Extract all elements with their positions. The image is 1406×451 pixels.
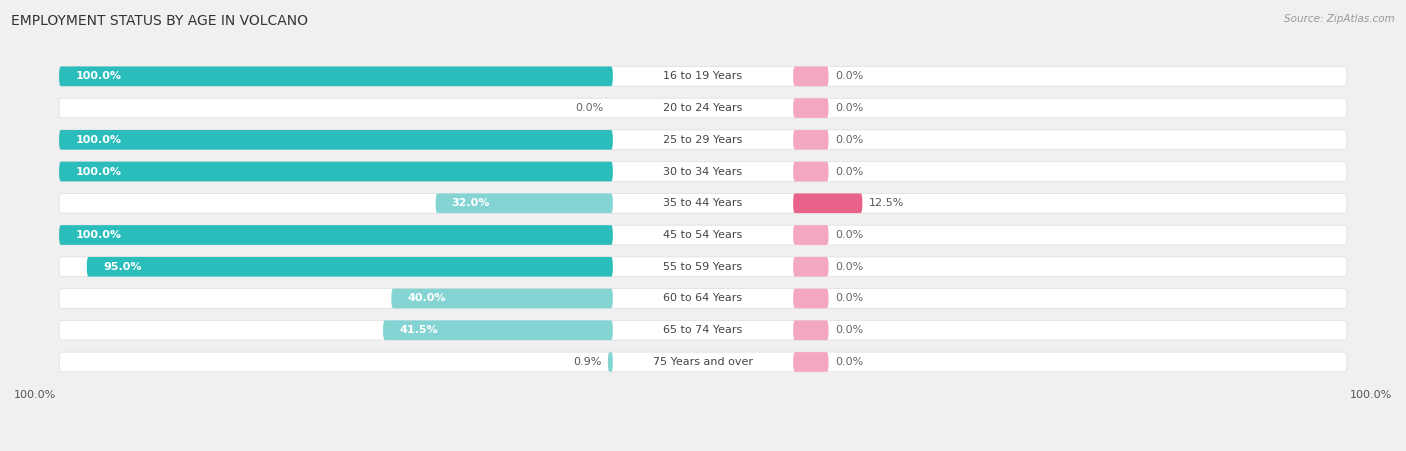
Text: 25 to 29 Years: 25 to 29 Years — [664, 135, 742, 145]
Text: 100.0%: 100.0% — [1350, 390, 1392, 400]
Text: 0.0%: 0.0% — [835, 325, 863, 335]
Text: 55 to 59 Years: 55 to 59 Years — [664, 262, 742, 272]
FancyBboxPatch shape — [59, 66, 613, 86]
Text: 12.5%: 12.5% — [869, 198, 904, 208]
FancyBboxPatch shape — [59, 289, 1347, 308]
FancyBboxPatch shape — [793, 98, 828, 118]
FancyBboxPatch shape — [59, 66, 1347, 86]
FancyBboxPatch shape — [793, 193, 862, 213]
Text: 0.0%: 0.0% — [835, 71, 863, 81]
FancyBboxPatch shape — [391, 289, 613, 308]
Text: Source: ZipAtlas.com: Source: ZipAtlas.com — [1284, 14, 1395, 23]
Text: 100.0%: 100.0% — [76, 135, 121, 145]
FancyBboxPatch shape — [793, 257, 828, 276]
Text: 100.0%: 100.0% — [76, 166, 121, 176]
Text: 0.0%: 0.0% — [835, 135, 863, 145]
FancyBboxPatch shape — [87, 257, 613, 276]
Text: 60 to 64 Years: 60 to 64 Years — [664, 294, 742, 304]
FancyBboxPatch shape — [793, 289, 828, 308]
Text: EMPLOYMENT STATUS BY AGE IN VOLCANO: EMPLOYMENT STATUS BY AGE IN VOLCANO — [11, 14, 308, 28]
FancyBboxPatch shape — [793, 320, 828, 340]
Text: 16 to 19 Years: 16 to 19 Years — [664, 71, 742, 81]
FancyBboxPatch shape — [793, 162, 828, 181]
Text: 75 Years and over: 75 Years and over — [652, 357, 754, 367]
Text: 100.0%: 100.0% — [14, 390, 56, 400]
Text: 0.0%: 0.0% — [575, 103, 603, 113]
Text: 0.0%: 0.0% — [835, 262, 863, 272]
FancyBboxPatch shape — [607, 352, 613, 372]
Text: 41.5%: 41.5% — [399, 325, 437, 335]
FancyBboxPatch shape — [59, 225, 1347, 245]
Text: 65 to 74 Years: 65 to 74 Years — [664, 325, 742, 335]
FancyBboxPatch shape — [793, 66, 828, 86]
FancyBboxPatch shape — [59, 162, 613, 181]
Text: 45 to 54 Years: 45 to 54 Years — [664, 230, 742, 240]
Text: 95.0%: 95.0% — [103, 262, 142, 272]
FancyBboxPatch shape — [59, 352, 1347, 372]
Text: 0.0%: 0.0% — [835, 357, 863, 367]
Text: 20 to 24 Years: 20 to 24 Years — [664, 103, 742, 113]
FancyBboxPatch shape — [436, 193, 613, 213]
Text: 0.0%: 0.0% — [835, 230, 863, 240]
FancyBboxPatch shape — [793, 130, 828, 150]
Text: 35 to 44 Years: 35 to 44 Years — [664, 198, 742, 208]
FancyBboxPatch shape — [793, 225, 828, 245]
FancyBboxPatch shape — [59, 98, 1347, 118]
FancyBboxPatch shape — [59, 225, 613, 245]
FancyBboxPatch shape — [382, 320, 613, 340]
Text: 0.0%: 0.0% — [835, 294, 863, 304]
Text: 0.9%: 0.9% — [574, 357, 602, 367]
FancyBboxPatch shape — [793, 352, 828, 372]
Text: 30 to 34 Years: 30 to 34 Years — [664, 166, 742, 176]
Text: 40.0%: 40.0% — [408, 294, 446, 304]
Text: 100.0%: 100.0% — [76, 71, 121, 81]
FancyBboxPatch shape — [59, 162, 1347, 181]
FancyBboxPatch shape — [59, 320, 1347, 340]
Text: 100.0%: 100.0% — [76, 230, 121, 240]
FancyBboxPatch shape — [59, 257, 1347, 276]
Text: 0.0%: 0.0% — [835, 103, 863, 113]
Text: 32.0%: 32.0% — [451, 198, 491, 208]
Text: 0.0%: 0.0% — [835, 166, 863, 176]
FancyBboxPatch shape — [59, 130, 613, 150]
FancyBboxPatch shape — [59, 130, 1347, 150]
FancyBboxPatch shape — [59, 193, 1347, 213]
